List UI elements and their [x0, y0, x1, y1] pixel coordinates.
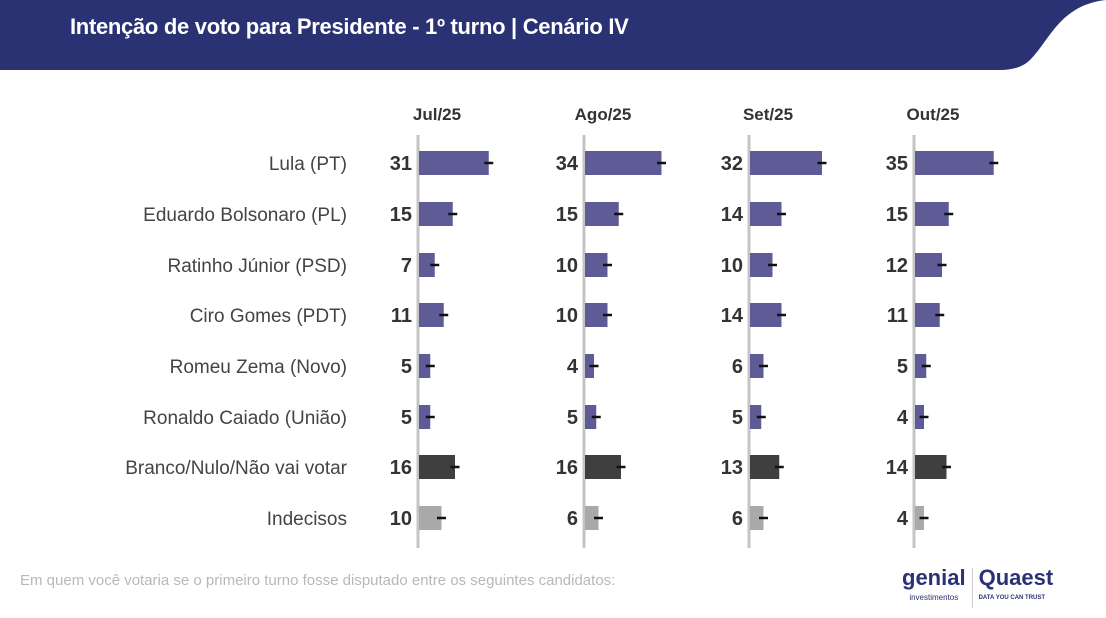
data-label: 31 — [390, 153, 412, 175]
bar — [750, 405, 762, 429]
bar — [419, 506, 442, 530]
bar — [750, 506, 764, 530]
data-label: 5 — [401, 407, 412, 429]
data-label: 14 — [721, 204, 744, 226]
data-label: 16 — [390, 457, 412, 479]
category-label: Eduardo Bolsonaro (PL) — [143, 205, 347, 226]
data-label: 5 — [897, 356, 908, 378]
data-label: 35 — [886, 153, 908, 175]
category-label: Lula (PT) — [269, 154, 347, 175]
data-label: 6 — [732, 356, 743, 378]
bar — [915, 455, 947, 479]
question-footnote: Em quem você votaria se o primeiro turno… — [20, 572, 616, 589]
bar — [419, 455, 455, 479]
data-label: 10 — [721, 255, 743, 277]
data-label: 7 — [401, 255, 412, 277]
data-label: 11 — [391, 305, 412, 327]
bar — [750, 354, 764, 378]
data-label: 10 — [556, 305, 578, 327]
category-label: Ronaldo Caiado (União) — [143, 408, 347, 429]
series-header: Out/25 — [907, 105, 960, 124]
data-label: 10 — [556, 255, 578, 277]
data-label: 5 — [732, 407, 743, 429]
data-label: 12 — [886, 255, 908, 277]
bar — [419, 151, 489, 175]
bar — [585, 151, 662, 175]
data-label: 14 — [721, 305, 744, 327]
bar — [915, 354, 927, 378]
bar — [750, 455, 780, 479]
category-label: Indecisos — [267, 509, 347, 530]
data-label: 11 — [887, 305, 908, 327]
series-header: Jul/25 — [413, 105, 461, 124]
data-label: 5 — [567, 407, 578, 429]
bar — [750, 253, 773, 277]
bar — [419, 202, 453, 226]
data-label: 16 — [556, 457, 578, 479]
bar — [585, 506, 599, 530]
bar — [915, 151, 994, 175]
data-label: 15 — [886, 204, 908, 226]
data-label: 14 — [886, 457, 909, 479]
data-label: 5 — [401, 356, 412, 378]
category-label: Ciro Gomes (PDT) — [190, 306, 347, 327]
data-label: 10 — [390, 508, 412, 530]
bar-chart: Lula (PT) Eduardo Bolsonaro (PL) Ratinho J… — [125, 105, 999, 548]
page-title: Intenção de voto para Presidente - 1º tu… — [70, 14, 629, 39]
data-label: 4 — [567, 356, 579, 378]
bar — [585, 253, 608, 277]
bar — [419, 354, 431, 378]
data-label: 4 — [897, 407, 909, 429]
data-label: 4 — [897, 508, 909, 530]
bar — [750, 202, 782, 226]
data-label: 15 — [390, 204, 412, 226]
bar — [585, 405, 597, 429]
data-label: 32 — [721, 153, 743, 175]
header-banner — [0, 0, 1106, 70]
quaest-logo: Quaest DATA YOU CAN TRUST — [971, 567, 1053, 608]
category-label: Branco/Nulo/Não vai votar — [125, 458, 347, 479]
data-label: 6 — [567, 508, 578, 530]
genial-logo: genial investimentos — [902, 565, 966, 603]
series-header: Set/25 — [743, 105, 793, 124]
data-label: 13 — [721, 457, 743, 479]
bar — [585, 455, 621, 479]
category-label: Ratinho Júnior (PSD) — [167, 256, 347, 277]
bar — [419, 253, 435, 277]
data-label: 34 — [556, 153, 579, 175]
data-label: 15 — [556, 204, 578, 226]
logos: genial investimentos Quaest DATA YOU CAN T… — [902, 565, 1053, 608]
bar — [750, 303, 782, 327]
series-header: Ago/25 — [575, 105, 632, 124]
category-label: Romeu Zema (Novo) — [170, 357, 347, 378]
bar — [419, 405, 431, 429]
bar — [585, 303, 608, 327]
data-label: 6 — [732, 508, 743, 530]
bar — [915, 202, 949, 226]
bar — [585, 202, 619, 226]
bar — [750, 151, 822, 175]
